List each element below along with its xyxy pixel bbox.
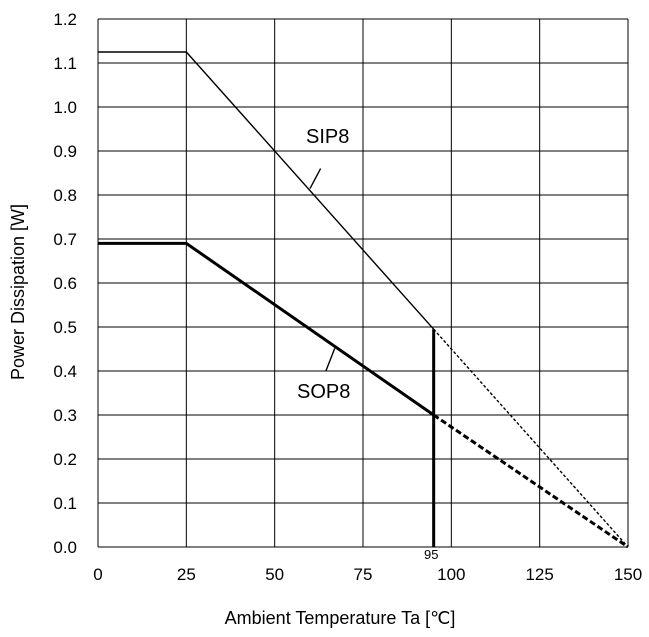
y-tick-label: 1.1 <box>53 54 77 73</box>
y-axis-label: Power Dissipation [W] <box>8 204 28 380</box>
x-tick-label: 150 <box>614 565 642 584</box>
series-layer <box>98 51 629 549</box>
series-extension-sip8 <box>433 328 629 548</box>
x-tick-label: 0 <box>93 565 102 584</box>
x-axis-ticks: 0 25 50 75 100 125 150 <box>93 565 642 584</box>
y-tick-label: 0.6 <box>53 274 77 293</box>
y-tick-label: 0.5 <box>53 318 77 337</box>
series-label-sip8: SIP8 <box>306 126 349 148</box>
series-line-sop8 <box>98 241 435 417</box>
x-tick-label: 100 <box>437 565 465 584</box>
x-tick-label: 75 <box>354 565 373 584</box>
chart-grid <box>97 18 629 548</box>
x-axis-label: Ambient Temperature Ta [℃] <box>225 608 456 628</box>
y-tick-label: 0.4 <box>53 362 77 381</box>
y-axis-ticks: 0.0 0.1 0.2 0.3 0.4 0.5 0.6 0.7 0.8 0.9 1.0 1.1 1.2 <box>53 10 77 557</box>
x-tick-label: 50 <box>265 565 284 584</box>
y-tick-label: 0.0 <box>53 538 77 557</box>
y-tick-label: 1.0 <box>53 98 77 117</box>
y-tick-label: 0.2 <box>53 450 77 469</box>
leader-line-sip8 <box>309 168 322 189</box>
leader-line-sop8 <box>325 348 336 372</box>
y-tick-label: 0.7 <box>53 230 77 249</box>
x-tick-label: 125 <box>525 565 553 584</box>
y-tick-label: 0.8 <box>53 186 77 205</box>
y-tick-label: 0.9 <box>53 142 77 161</box>
marker-label-95: 95 <box>424 547 438 562</box>
series-line-sip8 <box>98 51 435 330</box>
y-tick-label: 1.2 <box>53 10 77 29</box>
series-label-sop8: SOP8 <box>297 381 350 403</box>
y-tick-label: 0.1 <box>53 494 77 513</box>
series-extension-sop8 <box>432 413 629 549</box>
x-tick-label: 25 <box>177 565 196 584</box>
y-tick-label: 0.3 <box>53 406 77 425</box>
